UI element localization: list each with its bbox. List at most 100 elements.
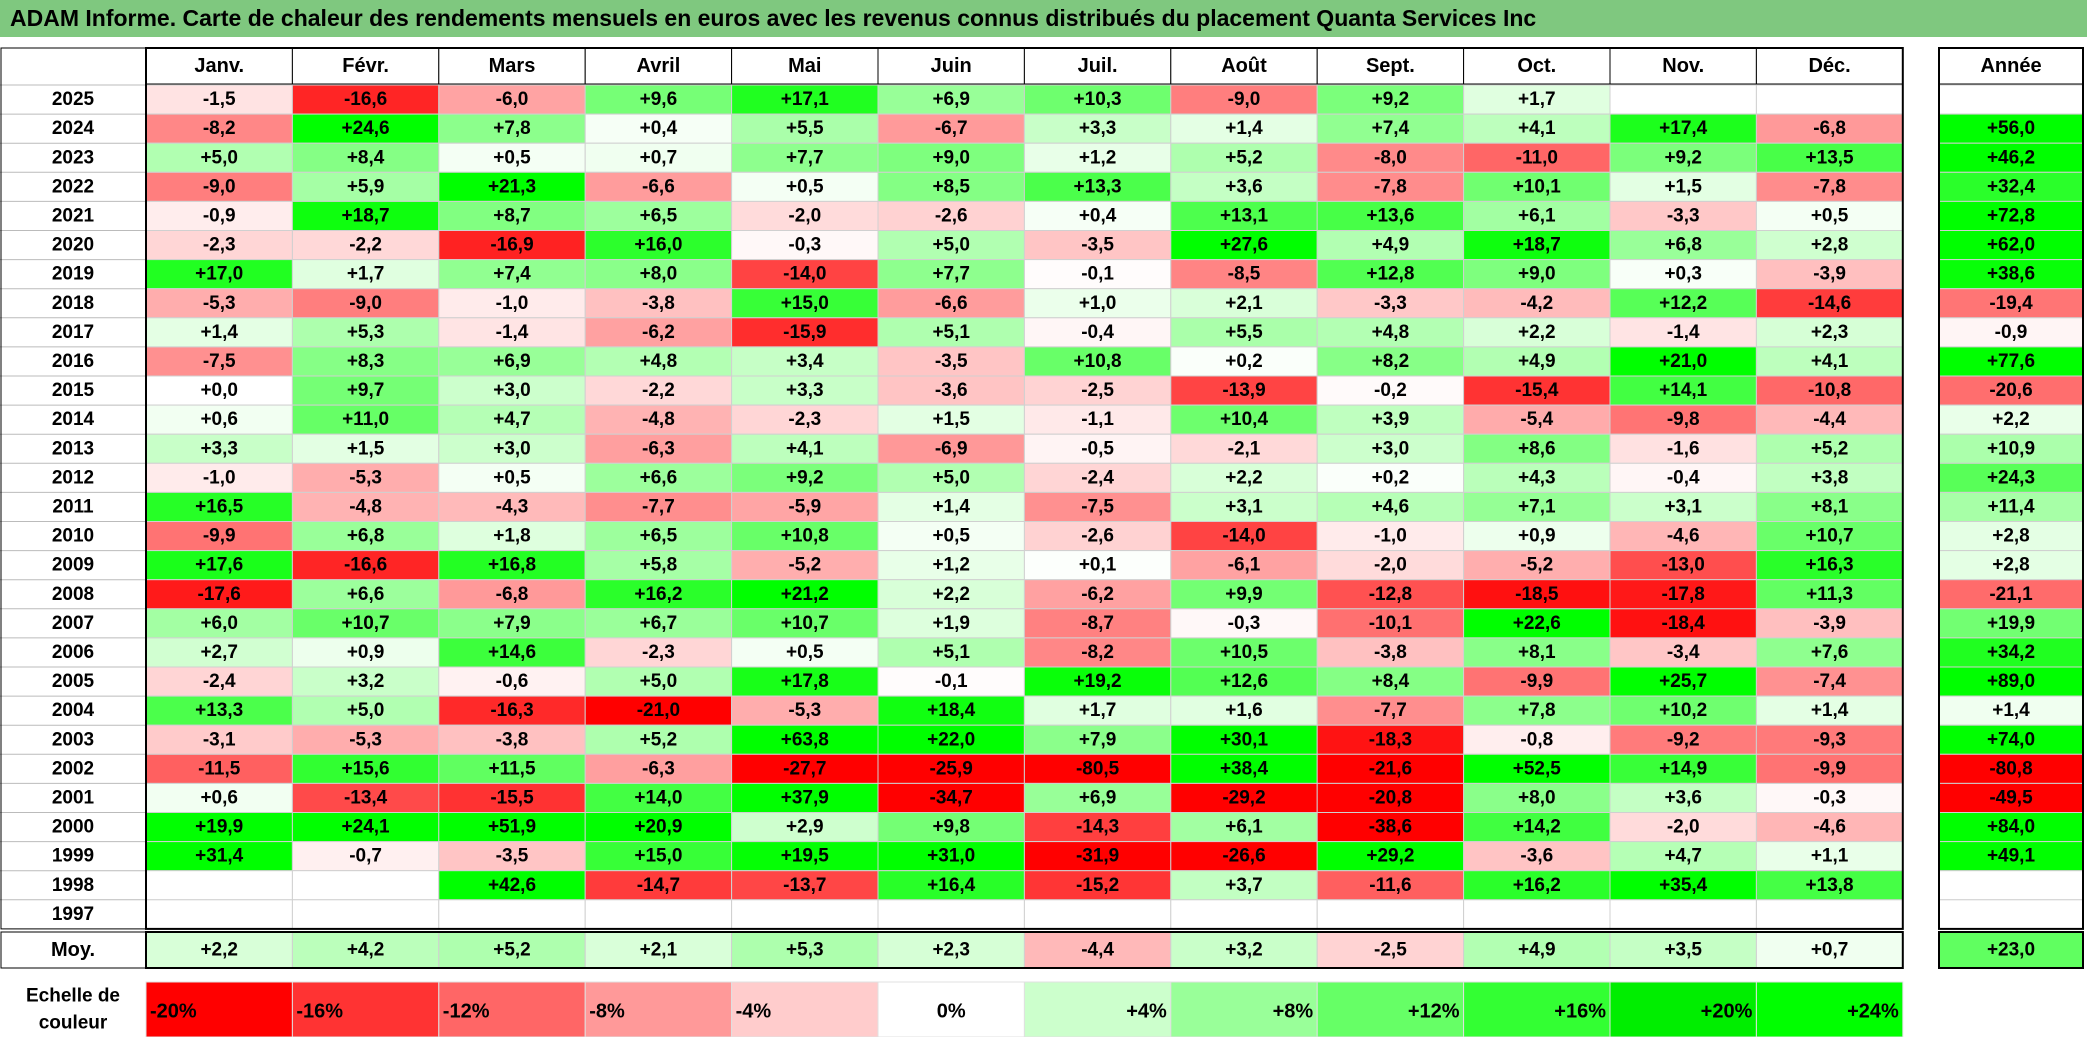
heat-cell-value: +1,5 xyxy=(932,409,970,430)
heat-cell xyxy=(1755,84,1904,115)
heat-cell-value: -14,0 xyxy=(1222,526,1265,547)
heat-cell-value: -6,7 xyxy=(935,118,968,139)
heat-cell xyxy=(438,841,586,872)
heat-cell xyxy=(1463,433,1611,464)
heat-cell xyxy=(1170,753,1318,784)
heat-cell xyxy=(731,812,879,843)
heat-cell xyxy=(1170,317,1318,348)
heat-cell-value: +6,9 xyxy=(932,89,970,110)
heat-cell-value: +9,9 xyxy=(1225,584,1263,605)
heat-cell xyxy=(438,753,586,784)
heat-cell-value: +9,7 xyxy=(347,380,385,401)
heat-cell-value: +0,5 xyxy=(786,642,824,663)
heat-cell-value: -18,4 xyxy=(1662,613,1706,634)
heat-cell xyxy=(1609,782,1757,814)
heat-cell-value: +0,5 xyxy=(932,526,970,547)
heat-cell xyxy=(1755,113,1904,144)
heat-cell xyxy=(584,753,733,784)
heat-cell xyxy=(1316,666,1465,697)
year-header-cell xyxy=(1938,47,2084,85)
row-year-label: 1998 xyxy=(52,875,94,896)
color-scale-label: +24% xyxy=(1847,1001,1899,1023)
heat-cell xyxy=(291,375,440,406)
heat-cell xyxy=(1170,462,1318,493)
color-scale-swatch xyxy=(731,981,879,1037)
heat-cell-value: -4,6 xyxy=(1813,817,1846,838)
heat-cell-value: +8,0 xyxy=(1518,787,1556,808)
heat-cell xyxy=(584,404,733,435)
heat-cell xyxy=(584,462,733,493)
row-year-label: 2010 xyxy=(52,526,94,547)
annual-cell-value: +2,2 xyxy=(1992,409,2030,430)
heat-cell-value: +5,0 xyxy=(932,235,970,256)
heat-cell-value: +3,1 xyxy=(1225,496,1263,517)
heat-cell-value: +22,6 xyxy=(1513,613,1561,634)
row-year-label: 1997 xyxy=(52,904,94,925)
color-scale-label: +4% xyxy=(1126,1001,1167,1023)
heat-cell xyxy=(731,171,879,202)
row-year-label: 2020 xyxy=(52,235,94,256)
heat-cell xyxy=(1316,579,1465,610)
heat-cell-value: +1,0 xyxy=(1079,293,1117,314)
heat-cell-value: +5,2 xyxy=(640,729,678,750)
heat-cell xyxy=(1463,375,1611,406)
average-cell-value: +0,7 xyxy=(1811,940,1849,961)
heat-cell-value: +5,0 xyxy=(640,671,678,692)
heat-cell xyxy=(1463,113,1611,144)
heat-cell-value: +6,9 xyxy=(493,351,531,372)
heat-cell xyxy=(145,200,293,231)
heat-cell-value: -2,4 xyxy=(203,671,236,692)
month-header-cell xyxy=(731,47,879,85)
heat-cell-value: +13,3 xyxy=(195,700,243,721)
heat-cell xyxy=(291,113,440,144)
heat-cell xyxy=(877,782,1025,814)
heat-cell xyxy=(438,84,586,115)
heat-cell-value: -11,5 xyxy=(198,758,241,779)
heat-cell-value: +3,9 xyxy=(1372,409,1410,430)
color-scale-label: -8% xyxy=(589,1001,625,1023)
heat-cell-value: +7,4 xyxy=(1372,118,1410,139)
heat-cell-value: -3,1 xyxy=(203,729,236,750)
heat-cell-value: +13,6 xyxy=(1366,205,1414,226)
color-scale-swatch xyxy=(877,981,1025,1037)
annual-cell-value: +84,0 xyxy=(1987,817,2035,838)
heat-cell xyxy=(1755,637,1904,668)
heat-cell xyxy=(1609,695,1757,726)
heat-cell-value: +51,9 xyxy=(488,817,536,838)
heat-cell xyxy=(145,637,293,668)
heat-cell xyxy=(438,579,586,610)
heat-cell-value: -4,3 xyxy=(496,496,529,517)
heat-cell-value: -1,5 xyxy=(203,89,236,110)
heat-cell xyxy=(584,375,733,406)
average-cell-value: +5,2 xyxy=(493,940,531,961)
heat-cell-value: -1,4 xyxy=(496,322,529,343)
row-year-label: 2006 xyxy=(52,642,94,663)
heat-cell-value: +5,1 xyxy=(932,642,970,663)
heat-cell xyxy=(145,666,293,697)
color-scale-swatch xyxy=(1170,981,1318,1037)
heat-cell xyxy=(145,812,293,843)
average-cell-value: +3,5 xyxy=(1664,940,1702,961)
heat-cell-value: +0,9 xyxy=(347,642,385,663)
heat-cell-value: +9,0 xyxy=(932,147,970,168)
heat-cell-value: -12,8 xyxy=(1369,584,1412,605)
heat-cell-value: +14,0 xyxy=(634,787,682,808)
heat-cell xyxy=(291,753,440,784)
heat-cell-value: +42,6 xyxy=(488,875,536,896)
heat-cell-value: +14,2 xyxy=(1513,817,1561,838)
heat-cell-value: -7,5 xyxy=(1081,496,1114,517)
heat-cell-value: -2,1 xyxy=(1228,438,1261,459)
color-scale-swatch xyxy=(1609,981,1757,1037)
month-header-label: Juin xyxy=(931,55,972,77)
heat-cell-value: +20,9 xyxy=(634,817,682,838)
heat-cell xyxy=(1755,375,1904,406)
heat-cell-value: -2,5 xyxy=(1081,380,1114,401)
heat-cell-value: -5,3 xyxy=(349,467,382,488)
heat-cell xyxy=(1170,433,1318,464)
heat-cell-value: +63,8 xyxy=(781,729,829,750)
heat-cell-value: -7,7 xyxy=(642,496,675,517)
annual-cell-value: +24,3 xyxy=(1987,467,2035,488)
row-year-label: 2019 xyxy=(52,264,94,285)
heat-cell-value: -2,0 xyxy=(788,205,821,226)
heat-cell xyxy=(438,812,586,843)
